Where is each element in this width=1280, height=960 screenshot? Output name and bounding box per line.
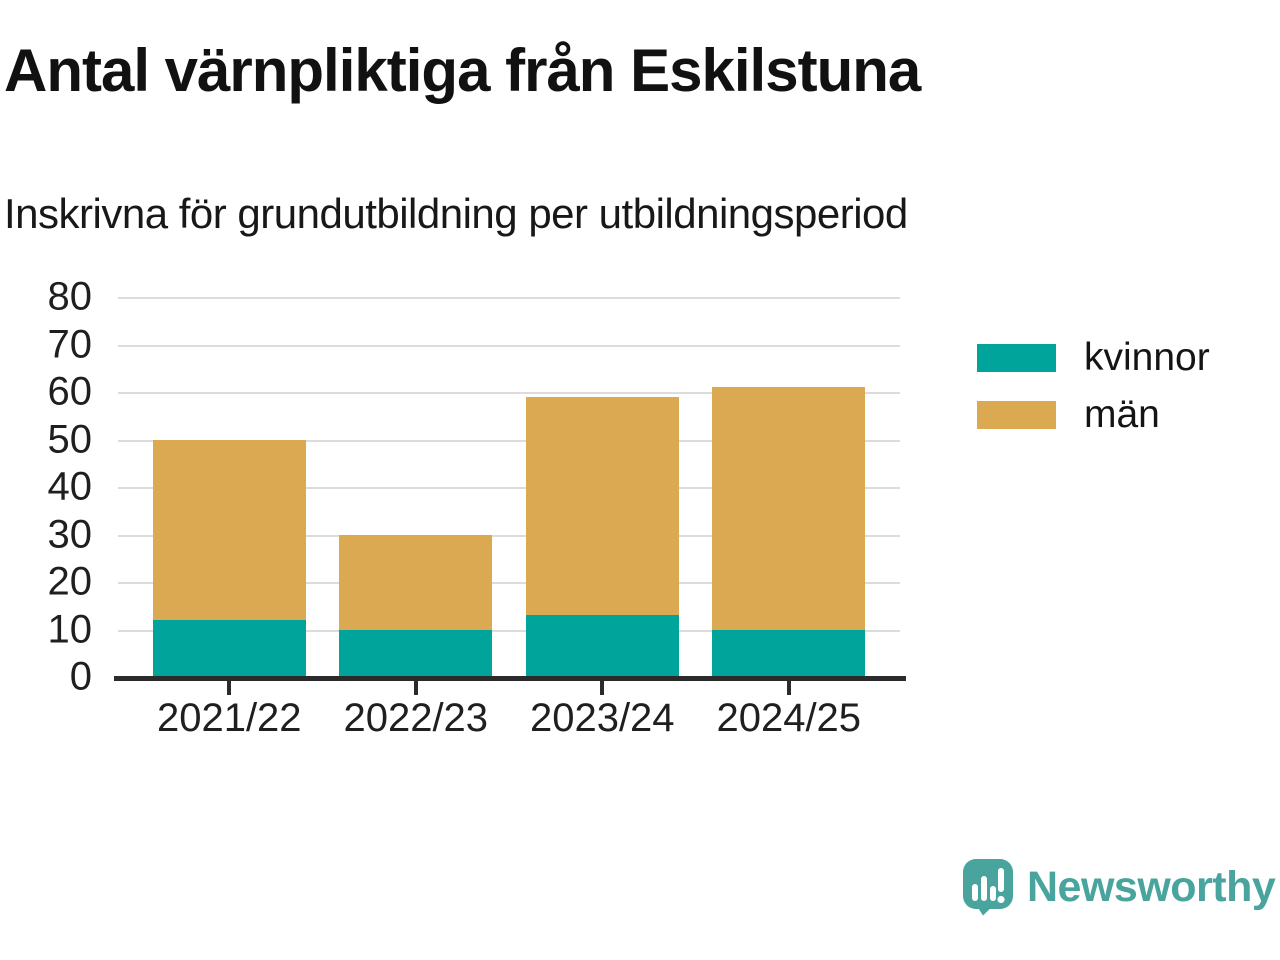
plot-area [118, 297, 900, 677]
bar-segment-män-2022/23 [339, 534, 493, 630]
gridline [118, 629, 900, 632]
gridline [118, 392, 900, 394]
x-tick [413, 681, 418, 695]
legend-item-kvinnor: kvinnor [977, 336, 1210, 380]
legend-swatch-kvinnor [977, 344, 1056, 372]
bar-segment-kvinnor-2021/22 [152, 620, 306, 677]
x-tick-label: 2024/25 [716, 696, 862, 740]
y-tick-label: 50 [47, 417, 93, 461]
newsworthy-logo: Newsworthy [962, 858, 1276, 916]
legend: kvinnor män [977, 336, 1210, 450]
gridline [118, 582, 900, 584]
gridline [118, 439, 900, 442]
y-tick-label: 20 [47, 559, 93, 604]
legend-label-kvinnor: kvinnor [1084, 336, 1210, 379]
x-tick-label: 2022/23 [343, 696, 489, 740]
bar-chart: 0 10 20 30 40 50 60 70 80 2021/22 2022/23 2023/24 2… [0, 270, 1280, 770]
gridline [118, 534, 900, 537]
y-axis-labels: 0 10 20 30 40 50 60 70 80 [0, 270, 93, 750]
chart-title: Antal värnpliktiga från Eskilstuna [4, 37, 921, 104]
x-tick-label: 2021/22 [156, 696, 302, 740]
x-tick [786, 681, 791, 695]
bar-segment-män-2023/24 [525, 396, 679, 616]
y-tick-label: 60 [47, 369, 93, 414]
y-tick-label: 40 [47, 464, 93, 509]
gridline [118, 297, 900, 299]
gridline [118, 487, 900, 489]
chart-subtitle: Inskrivna för grundutbildning per utbild… [4, 190, 908, 237]
legend-swatch-man [977, 401, 1056, 429]
x-tick [600, 681, 605, 695]
x-axis-line [114, 676, 906, 681]
bar-segment-män-2024/25 [712, 387, 866, 630]
y-tick-label: 70 [47, 322, 93, 366]
y-tick-label: 80 [47, 274, 93, 319]
y-tick-label: 30 [47, 512, 93, 556]
bar-segment-män-2021/22 [152, 439, 306, 620]
x-tick [227, 681, 232, 695]
legend-item-man: män [977, 393, 1210, 437]
y-tick-label: 0 [69, 654, 92, 699]
bar-segment-kvinnor-2023/24 [525, 615, 679, 677]
newsworthy-wordmark: Newsworthy [1027, 862, 1276, 911]
legend-label-man: män [1084, 393, 1160, 436]
bar-segment-kvinnor-2024/25 [712, 629, 866, 677]
y-tick-label: 10 [47, 607, 93, 651]
x-tick-label: 2023/24 [529, 696, 675, 740]
gridline [118, 344, 900, 347]
speech-bubble-bar-chart-icon [963, 859, 1013, 916]
bar-segment-kvinnor-2022/23 [339, 629, 493, 677]
